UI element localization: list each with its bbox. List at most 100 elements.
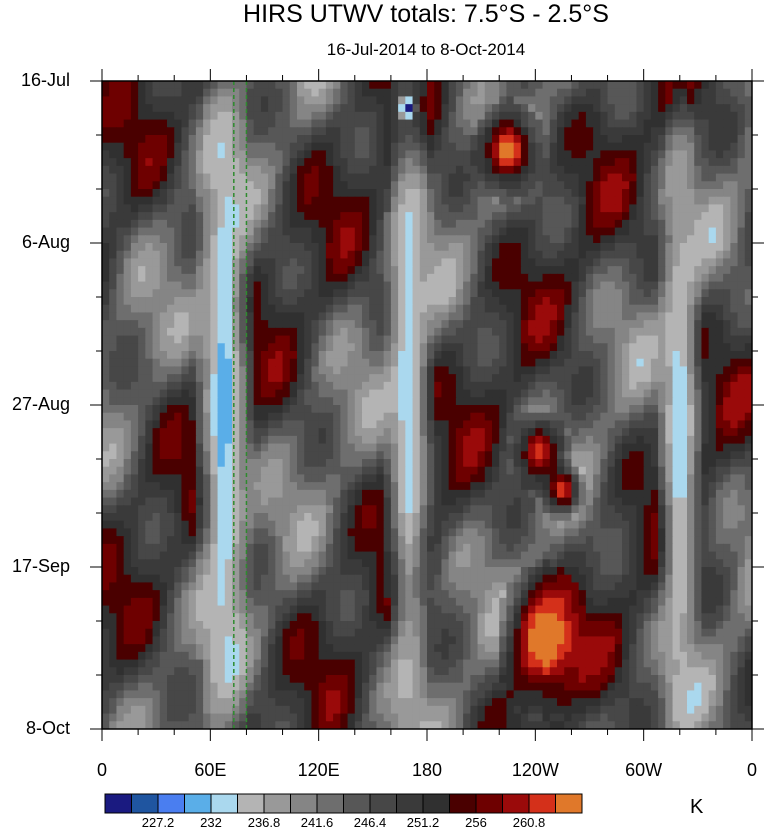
heatmap-cell [362,412,370,422]
heatmap-cell [311,243,320,252]
heatmap-cell [159,358,168,368]
heatmap-cell [383,196,392,206]
heatmap-cell [708,135,717,144]
heatmap-cell [246,381,255,391]
heatmap-cell [578,273,587,283]
heatmap-cell [203,459,211,468]
heatmap-cell [311,451,320,460]
heatmap-cell [159,235,168,244]
heatmap-cell [318,81,327,90]
heatmap-cell [246,219,255,229]
heatmap-cell [152,366,161,375]
heatmap-cell [304,258,313,267]
heatmap-cell [282,389,291,398]
heatmap-cell [282,250,291,260]
heatmap-cell [520,351,529,360]
heatmap-cell [224,250,233,260]
heatmap-cell [419,459,428,468]
heatmap-cell [376,482,385,491]
heatmap-cell [138,88,146,98]
heatmap-cell [289,381,298,391]
heatmap-cell [723,243,731,252]
heatmap-cell [260,381,269,391]
heatmap-cell [130,104,139,113]
heatmap-cell [138,181,146,190]
heatmap-cell [694,397,703,406]
heatmap-cell [614,158,623,167]
heatmap-cell [246,150,255,159]
heatmap-cell [188,196,197,206]
heatmap-cell [434,258,443,267]
heatmap-cell [297,135,305,144]
heatmap-cell [513,111,522,121]
heatmap-cell [744,312,752,321]
heatmap-cell [390,351,399,360]
heatmap-cell [694,459,703,468]
heatmap-cell [701,397,710,406]
heatmap-cell [571,204,580,213]
heatmap-cell [297,181,305,190]
heatmap-cell [333,181,341,190]
heatmap-cell [181,266,190,275]
heatmap-cell [708,88,717,98]
heatmap-cell [658,327,666,337]
heatmap-cell [701,420,710,429]
heatmap-cell [275,412,284,422]
heatmap-cell [210,405,219,414]
heatmap-cell [152,212,161,221]
heatmap-cell [672,289,681,298]
heatmap-cell [275,297,284,306]
heatmap-cell [557,243,565,252]
heatmap-cell [593,389,601,398]
heatmap-cell [520,204,529,213]
heatmap-cell [130,443,139,452]
heatmap-cell [398,142,406,152]
heatmap-cell [369,297,378,306]
heatmap-cell [318,428,327,437]
heatmap-cell [557,196,565,206]
heatmap-cell [167,397,175,406]
heatmap-cell [650,142,659,152]
heatmap-cell [658,196,666,206]
heatmap-cell [744,374,752,383]
heatmap-cell [477,88,486,98]
heatmap-cell [737,96,746,105]
heatmap-cell [600,320,609,329]
heatmap-cell [224,327,233,337]
heatmap-cell [311,181,320,190]
heatmap-cell [123,150,132,159]
heatmap-cell [557,366,565,375]
heatmap-cell [419,235,428,244]
heatmap-cell [239,173,248,182]
heatmap-cell [607,343,616,352]
heatmap-cell [571,196,580,206]
heatmap-cell [477,312,486,321]
heatmap-cell [636,258,645,267]
heatmap-cell [708,281,717,290]
heatmap-cell [506,196,515,206]
heatmap-cell [455,165,464,175]
heatmap-cell [665,451,674,460]
heatmap-cell [419,335,428,344]
heatmap-cell [665,111,674,121]
heatmap-cell [253,258,262,267]
heatmap-cell [304,304,313,314]
heatmap-cell [643,459,652,468]
heatmap-cell [470,474,479,483]
heatmap-cell [253,212,262,221]
heatmap-cell [477,412,486,422]
heatmap-cell [643,158,652,167]
heatmap-cell [152,304,161,314]
heatmap-cell [730,88,739,98]
heatmap-cell [578,297,587,306]
heatmap-cell [694,111,703,121]
heatmap-cell [600,127,609,136]
heatmap-cell [232,358,240,368]
heatmap-cell [679,250,688,260]
heatmap-cell [203,320,211,329]
heatmap-cell [210,81,219,90]
heatmap-cell [390,243,399,252]
heatmap-cell [102,196,110,206]
heatmap-cell [650,343,659,352]
heatmap-cell [253,81,262,90]
